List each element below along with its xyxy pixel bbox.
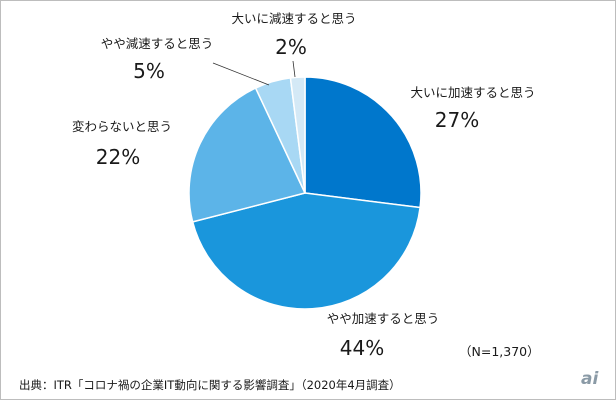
slice-slight-accelerate [191,192,421,310]
label-no-change: 変わらないと思う [72,119,172,134]
label-strong-accelerate: 大いに加速すると思う [410,85,535,100]
label-slight-decelerate: やや減速すると思う [101,36,214,51]
leader-line-slight-decelerate [212,62,270,86]
value-slight-accelerate: 44% [340,336,384,360]
value-strong-decelerate: 2% [275,35,307,59]
slice-strong-decelerate [289,76,306,194]
slice-strong-accelerate [304,76,422,209]
value-slight-decelerate: 5% [133,59,165,83]
pie-slices [188,76,422,310]
value-strong-accelerate: 27% [435,108,479,132]
svg-text:ai: ai [581,369,599,389]
leader-line-strong-decelerate [292,60,296,78]
source-caption: 出典：ITR「コロナ禍の企業IT動向に関する影響調査」（2020年4月調査） [19,378,401,392]
value-no-change: 22% [96,145,140,169]
label-slight-accelerate: やや加速すると思う [327,311,440,326]
logo-icon: ai [581,369,599,389]
slice-no-change [188,87,307,223]
label-strong-decelerate: 大いに減速すると思う [231,11,356,26]
sample-size-note: （N=1,370） [459,344,540,359]
